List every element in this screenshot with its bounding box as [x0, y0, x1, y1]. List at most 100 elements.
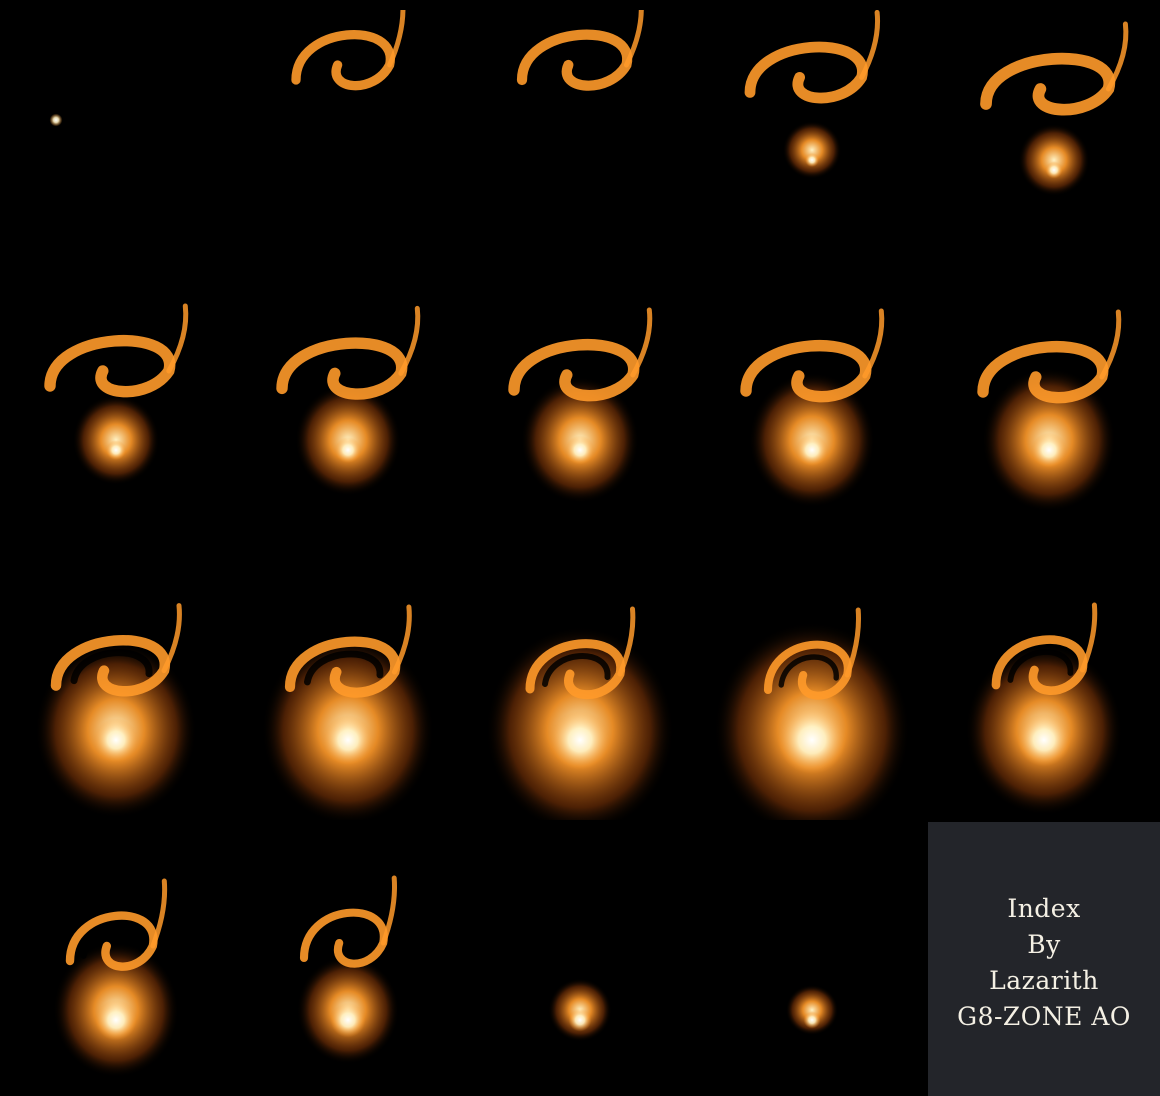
swirl-shadow — [765, 55, 850, 91]
fire-sprite — [276, 305, 421, 496]
fire-sprite — [508, 307, 653, 503]
flame-core — [565, 435, 595, 465]
flame-body — [785, 984, 839, 1036]
swirl-shadow — [66, 349, 157, 385]
swirl-shadow — [778, 654, 839, 688]
credit-author: Lazarith — [989, 966, 1099, 995]
swirl-shadow — [762, 354, 853, 390]
flame-swirl — [299, 908, 388, 968]
sprite-frame — [232, 550, 464, 820]
swirl-shadow — [314, 922, 375, 956]
fire-sprite — [296, 875, 400, 1064]
fire-sprite — [516, 10, 644, 91]
flame-swirl — [525, 639, 626, 700]
flame-core — [95, 999, 137, 1041]
sprite-frame — [0, 820, 232, 1090]
flame-tail — [1099, 309, 1122, 380]
fire-sprite — [744, 10, 881, 179]
flame-swirl — [50, 635, 170, 697]
sprite-frame — [0, 10, 232, 280]
flame-body — [1018, 124, 1090, 196]
flame-core — [1031, 432, 1067, 468]
swirl-shadow — [1007, 649, 1074, 683]
sprite-frame — [232, 280, 464, 550]
sprite-frame — [0, 280, 232, 550]
flame-tail — [859, 10, 881, 80]
flame-tail — [161, 603, 182, 674]
flame-tail — [862, 308, 885, 379]
fire-sprite — [548, 978, 612, 1042]
sprite-frame — [928, 280, 1160, 550]
flame-swirl — [977, 340, 1109, 404]
fire-sprite — [785, 984, 839, 1036]
credit-title: Index — [1007, 894, 1081, 923]
credit-panel: Index By Lazarith G8-ZONE AO — [928, 822, 1160, 1096]
flame-core — [335, 437, 361, 463]
flame-swirl — [508, 338, 640, 402]
sprite-frame — [464, 10, 696, 280]
swirl-shadow — [536, 43, 616, 79]
fire-sprite — [714, 607, 910, 820]
fire-sprite — [49, 113, 63, 127]
flame-core — [778, 706, 846, 774]
sprite-frame — [464, 280, 696, 550]
flame-tail — [398, 305, 421, 376]
fire-sprite — [35, 603, 197, 819]
flame-core — [568, 1008, 592, 1032]
swirl-shadow — [999, 355, 1090, 391]
fire-sprite — [965, 602, 1123, 816]
sprite-frame — [464, 820, 696, 1090]
flame-tail — [1105, 21, 1129, 92]
fire-sprite — [53, 878, 179, 1078]
flame-core — [94, 718, 138, 762]
swirl-shadow — [530, 353, 621, 389]
fire-sprite — [980, 21, 1129, 196]
flame-core — [49, 113, 63, 127]
flame-swirl — [44, 334, 176, 398]
swirl-shadow — [1002, 67, 1096, 103]
flame-tail — [844, 607, 861, 678]
swirl-shadow — [542, 653, 611, 687]
flame-body — [782, 121, 842, 179]
flame-tail — [387, 10, 406, 68]
flame-core — [330, 1002, 366, 1038]
sprite-frame — [696, 820, 928, 1090]
flame-core — [1045, 161, 1063, 179]
flame-swirl — [763, 640, 852, 700]
sprite-frame — [928, 10, 1160, 280]
fire-sprite — [261, 604, 435, 820]
flame-tail — [1079, 602, 1098, 673]
swirl-shadow — [304, 650, 384, 686]
swirl-shadow — [298, 351, 389, 388]
flame-tail — [630, 307, 653, 378]
flame-tail — [617, 606, 636, 677]
sprite-frame — [232, 10, 464, 280]
flame-tail — [380, 875, 397, 946]
flame-tail — [150, 878, 168, 949]
flame-swirl — [291, 30, 395, 91]
flame-core — [803, 1011, 821, 1029]
flame-tail — [391, 604, 412, 675]
fire-sprite — [291, 10, 406, 91]
flame-swirl — [744, 41, 868, 104]
flame-core — [1017, 713, 1071, 767]
flame-core — [796, 434, 828, 466]
credit-by: By — [1027, 930, 1061, 959]
sprite-frame — [232, 820, 464, 1090]
flame-core — [106, 440, 126, 460]
sprite-frame — [696, 280, 928, 550]
sprite-frame — [928, 550, 1160, 820]
sprite-frame — [696, 10, 928, 280]
flame-core — [550, 710, 610, 770]
fire-sprite — [977, 309, 1122, 512]
flame-swirl — [740, 339, 872, 403]
fire-sprite — [44, 303, 189, 485]
sprite-frame — [464, 550, 696, 820]
flame-swirl — [284, 636, 401, 698]
flame-swirl — [980, 52, 1116, 116]
swirl-shadow — [81, 925, 145, 959]
sprite-frame — [0, 550, 232, 820]
swirl-shadow — [70, 649, 153, 685]
credit-site: G8-ZONE AO — [957, 1002, 1131, 1031]
